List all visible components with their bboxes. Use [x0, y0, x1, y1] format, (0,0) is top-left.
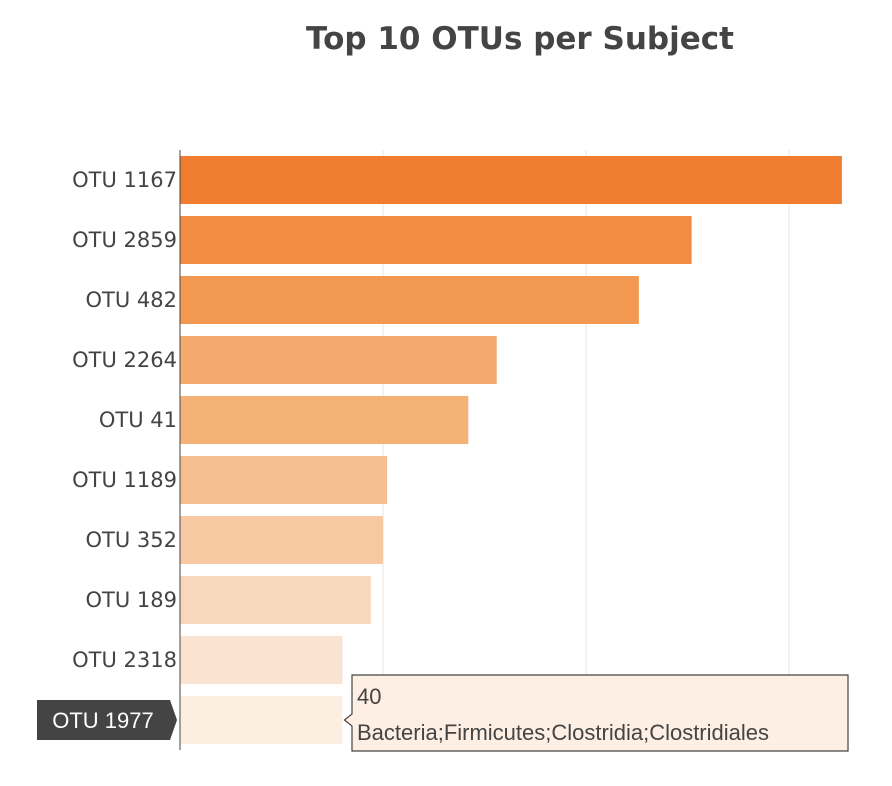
bar[interactable] — [180, 516, 384, 564]
y-tick-label: OTU 189 — [86, 588, 178, 612]
bar[interactable] — [180, 156, 842, 204]
bar[interactable] — [180, 216, 692, 264]
bar[interactable] — [180, 336, 497, 384]
hover-tooltip-value: 40 — [357, 684, 381, 709]
bar[interactable] — [180, 396, 469, 444]
bar[interactable] — [180, 696, 343, 744]
hover-category-label: OTU 1977 — [52, 708, 154, 733]
bar[interactable] — [180, 276, 639, 324]
bar[interactable] — [180, 456, 388, 504]
y-tick-label: OTU 41 — [99, 408, 177, 432]
hover-category-label-box — [37, 700, 177, 740]
y-tick-label: OTU 2859 — [72, 228, 177, 252]
y-tick-label: OTU 352 — [86, 528, 178, 552]
y-tick-label: OTU 2318 — [72, 648, 177, 672]
hover-tooltip-taxonomy: Bacteria;Firmicutes;Clostridia;Clostridi… — [357, 720, 769, 745]
y-tick-label: OTU 1189 — [72, 468, 177, 492]
hover-tooltip-box — [343, 674, 849, 752]
y-tick-label: OTU 1167 — [72, 168, 177, 192]
y-axis-ticks: OTU 1167 OTU 2859 OTU 482 OTU 2264 OTU 41 OTU… — [72, 168, 177, 672]
hover-layer: OTU 1977 40 Bacteria;Firmicutes;Clostridia… — [37, 674, 849, 752]
bar[interactable] — [180, 636, 343, 684]
bar[interactable] — [180, 576, 371, 624]
chart-title: Top 10 OTUs per Subject — [306, 21, 734, 57]
y-tick-label: OTU 2264 — [72, 348, 177, 372]
bars-layer — [180, 156, 842, 744]
y-tick-label: OTU 482 — [86, 288, 178, 312]
